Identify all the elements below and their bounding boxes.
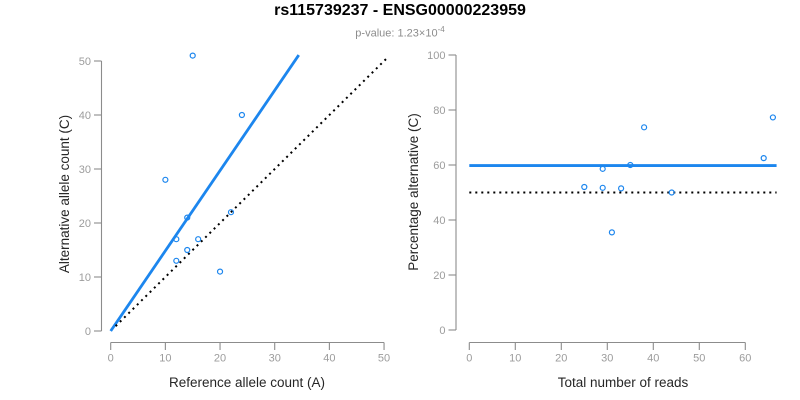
x-tick-label: 40 bbox=[647, 353, 659, 365]
y-tick-label: 40 bbox=[79, 110, 91, 122]
data-point bbox=[668, 189, 675, 196]
data-point bbox=[162, 176, 169, 183]
y-tick-label: 80 bbox=[433, 105, 445, 117]
left-xaxis-title: Reference allele count (A) bbox=[169, 375, 325, 390]
pvalue-subtitle: p-value: 1.23×10-4 bbox=[0, 24, 800, 40]
data-point bbox=[216, 268, 224, 275]
x-tick-label: 10 bbox=[509, 353, 521, 365]
x-tick-label: 30 bbox=[269, 353, 281, 365]
y-tick-label: 10 bbox=[79, 272, 91, 284]
x-tick-label: 20 bbox=[555, 353, 567, 365]
data-point bbox=[608, 229, 616, 236]
x-tick-label: 40 bbox=[323, 353, 335, 365]
data-point bbox=[189, 52, 196, 59]
pvalue-exponent: -4 bbox=[437, 25, 445, 34]
right-xaxis-title: Total number of reads bbox=[558, 375, 689, 390]
x-tick-label: 10 bbox=[159, 353, 171, 365]
data-point bbox=[173, 236, 180, 243]
data-point bbox=[227, 209, 235, 216]
plot-title: rs115739237 - ENSG00000223959 bbox=[274, 2, 526, 19]
right-scatter-panel: 0 20 40 60 80 100 0 10 20 30 40 50 60 bbox=[427, 50, 777, 365]
x-tick-label: 20 bbox=[214, 353, 226, 365]
data-point bbox=[581, 183, 588, 191]
y-tick-label: 0 bbox=[439, 325, 445, 337]
data-point bbox=[769, 114, 777, 121]
x-tick-label: 0 bbox=[466, 353, 472, 365]
data-point bbox=[760, 155, 767, 162]
y-tick-label: 60 bbox=[433, 160, 445, 172]
pvalue-text: p-value: 1.23×10 bbox=[355, 27, 438, 40]
y-tick-label: 30 bbox=[79, 164, 91, 176]
y-tick-label: 100 bbox=[427, 50, 445, 62]
data-point bbox=[184, 246, 191, 254]
data-point bbox=[184, 214, 191, 221]
x-tick-label: 60 bbox=[739, 353, 751, 365]
data-point bbox=[238, 111, 246, 119]
y-tick-label: 50 bbox=[79, 56, 91, 68]
x-tick-label: 30 bbox=[601, 353, 613, 365]
y-tick-label: 0 bbox=[85, 326, 91, 338]
data-point bbox=[640, 124, 648, 131]
left-scatter-panel: 0 10 20 30 40 50 0 10 20 30 40 50 bbox=[79, 52, 390, 365]
identity-line bbox=[114, 57, 389, 327]
data-point bbox=[195, 236, 202, 243]
y-tick-label: 20 bbox=[433, 270, 445, 282]
regression-line bbox=[109, 54, 300, 332]
data-point bbox=[173, 257, 180, 264]
y-tick-label: 40 bbox=[433, 215, 445, 227]
data-point bbox=[617, 185, 625, 192]
right-yaxis-title: Percentage alternative (C) bbox=[406, 113, 421, 271]
y-tick-label: 20 bbox=[79, 218, 91, 230]
data-point bbox=[599, 184, 606, 191]
data-point bbox=[627, 161, 634, 169]
x-tick-label: 50 bbox=[693, 353, 705, 365]
left-yaxis-title: Alternative allele count (C) bbox=[57, 115, 72, 273]
data-point bbox=[599, 165, 606, 172]
x-tick-label: 0 bbox=[108, 353, 114, 365]
x-tick-label: 50 bbox=[378, 353, 390, 365]
